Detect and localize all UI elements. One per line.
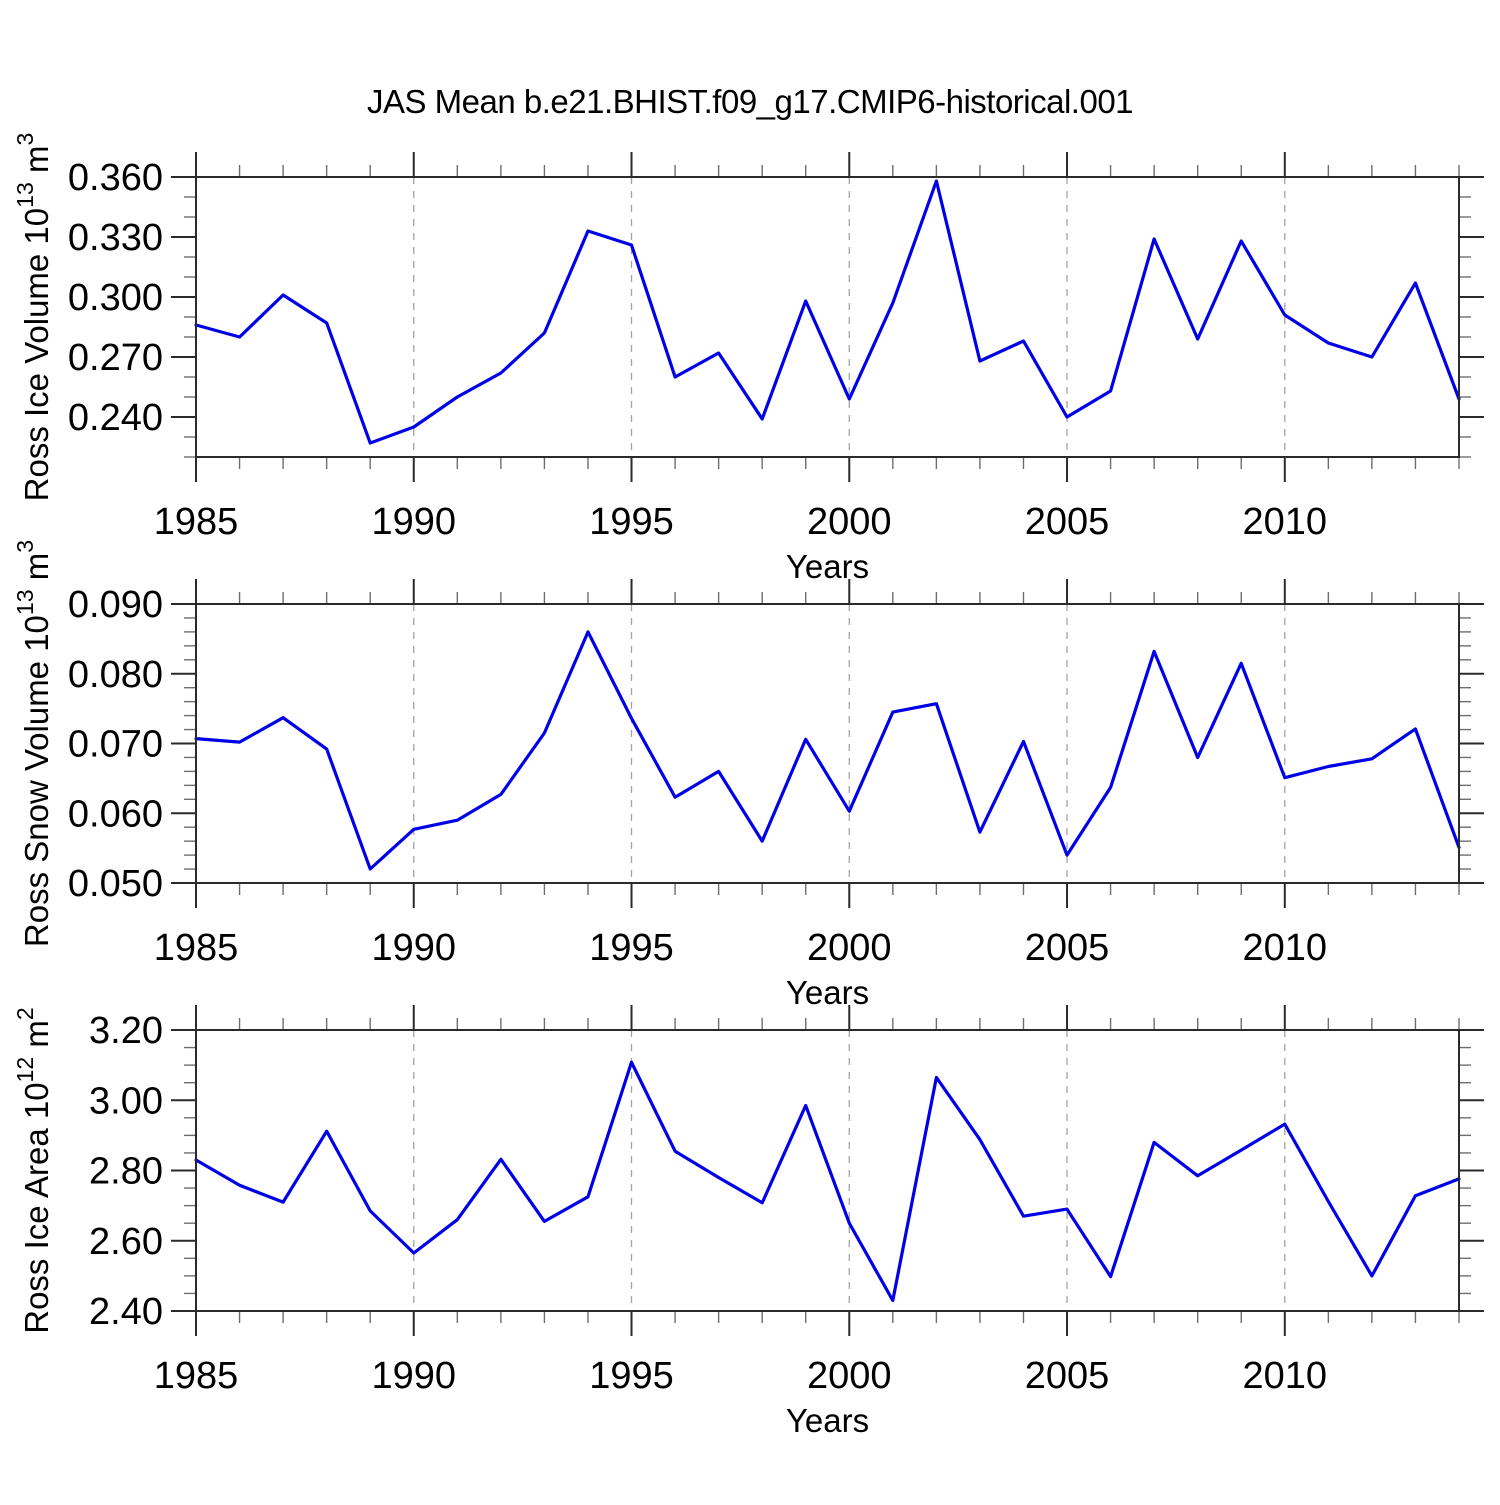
y-axis-title: Ross Snow Volume 1013 m3 — [12, 540, 55, 947]
panel-ross-snow-volume: 0.050 0.060 0.070 0.080 0.090 1985 1990 1995 200… — [12, 540, 1484, 1011]
y-tick-label: 0.050 — [68, 863, 163, 905]
x-tick-label: 1990 — [371, 927, 456, 969]
y-tick-label: 0.330 — [68, 217, 163, 259]
y-tick-label: 0.360 — [68, 157, 163, 199]
x-tick-label: 1985 — [154, 501, 239, 543]
y-tick-label: 2.60 — [89, 1221, 163, 1263]
panel-ross-ice-volume: 0.240 0.270 0.300 0.330 0.360 1985 1990 1995 200… — [12, 133, 1484, 585]
x-tick-label: 1985 — [154, 1355, 239, 1397]
x-tick-label: 2000 — [807, 1355, 892, 1397]
x-tick-label: 2005 — [1025, 927, 1110, 969]
plot-frame — [195, 1029, 1460, 1312]
x-tick-label: 2005 — [1025, 501, 1110, 543]
plot-frame — [195, 176, 1460, 458]
x-axis-title: Years — [786, 548, 869, 585]
ross-ice-volume-line — [194, 179, 1461, 445]
x-tick-label: 2010 — [1243, 501, 1328, 543]
ross-snow-volume-line — [194, 630, 1461, 871]
x-tick-label: 2000 — [807, 501, 892, 543]
x-tick-label: 1990 — [371, 501, 456, 543]
y-tick-label: 0.060 — [68, 793, 163, 835]
x-tick-label: 1995 — [589, 501, 674, 543]
x-tick-label: 2010 — [1243, 1355, 1328, 1397]
x-axis-title: Years — [786, 1402, 869, 1439]
x-tick-label: 1990 — [371, 1355, 456, 1397]
panel-ross-ice-area: 2.40 2.60 2.80 3.00 3.20 1985 1990 1995 2000 2005… — [12, 1005, 1484, 1439]
x-tick-label: 1995 — [589, 1355, 674, 1397]
y-tick-label: 0.070 — [68, 724, 163, 766]
y-tick-label: 0.300 — [68, 277, 163, 319]
x-tick-label: 2005 — [1025, 1355, 1110, 1397]
y-tick-label: 0.090 — [68, 584, 163, 626]
figure-title: JAS Mean b.e21.BHIST.f09_g17.CMIP6-histo… — [367, 83, 1133, 120]
y-tick-label: 0.080 — [68, 654, 163, 696]
y-tick-label: 3.00 — [89, 1080, 163, 1122]
y-axis-title: Ross Ice Area 1012 m2 — [12, 1007, 55, 1334]
y-tick-label: 2.40 — [89, 1291, 163, 1333]
plot-frame — [195, 603, 1460, 884]
y-tick-label: 0.270 — [68, 337, 163, 379]
y-tick-label: 0.240 — [68, 397, 163, 439]
x-tick-label: 2010 — [1243, 927, 1328, 969]
panels-group: 0.240 0.270 0.300 0.330 0.360 1985 1990 1995 200… — [12, 133, 1484, 1439]
x-tick-label: 2000 — [807, 927, 892, 969]
y-tick-label: 3.20 — [89, 1010, 163, 1052]
x-tick-label: 1985 — [154, 927, 239, 969]
x-tick-label: 1995 — [589, 927, 674, 969]
ross-ice-area-line — [194, 1060, 1461, 1303]
y-tick-label: 2.80 — [89, 1151, 163, 1193]
y-axis-title: Ross Ice Volume 1013 m3 — [12, 133, 55, 502]
x-axis-title: Years — [786, 974, 869, 1011]
